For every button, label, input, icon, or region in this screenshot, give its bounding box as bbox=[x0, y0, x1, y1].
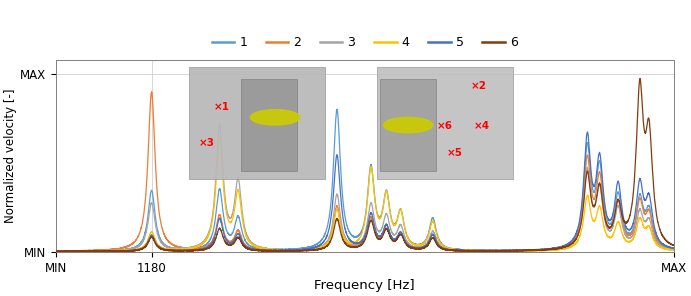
Text: ×6: ×6 bbox=[437, 121, 453, 131]
Circle shape bbox=[250, 110, 300, 125]
FancyBboxPatch shape bbox=[377, 67, 513, 179]
X-axis label: Frequency [Hz]: Frequency [Hz] bbox=[314, 279, 415, 292]
Y-axis label: Normalized velocity [-]: Normalized velocity [-] bbox=[4, 89, 17, 223]
Circle shape bbox=[384, 117, 433, 133]
Legend: 1, 2, 3, 4, 5, 6: 1, 2, 3, 4, 5, 6 bbox=[207, 31, 523, 54]
Text: ×3: ×3 bbox=[199, 138, 215, 148]
Text: ×2: ×2 bbox=[471, 81, 487, 91]
Text: ×1: ×1 bbox=[214, 102, 229, 112]
FancyBboxPatch shape bbox=[380, 79, 436, 171]
FancyBboxPatch shape bbox=[189, 67, 325, 179]
Text: ×5: ×5 bbox=[446, 148, 462, 158]
Text: ×4: ×4 bbox=[474, 121, 490, 131]
FancyBboxPatch shape bbox=[241, 79, 297, 171]
